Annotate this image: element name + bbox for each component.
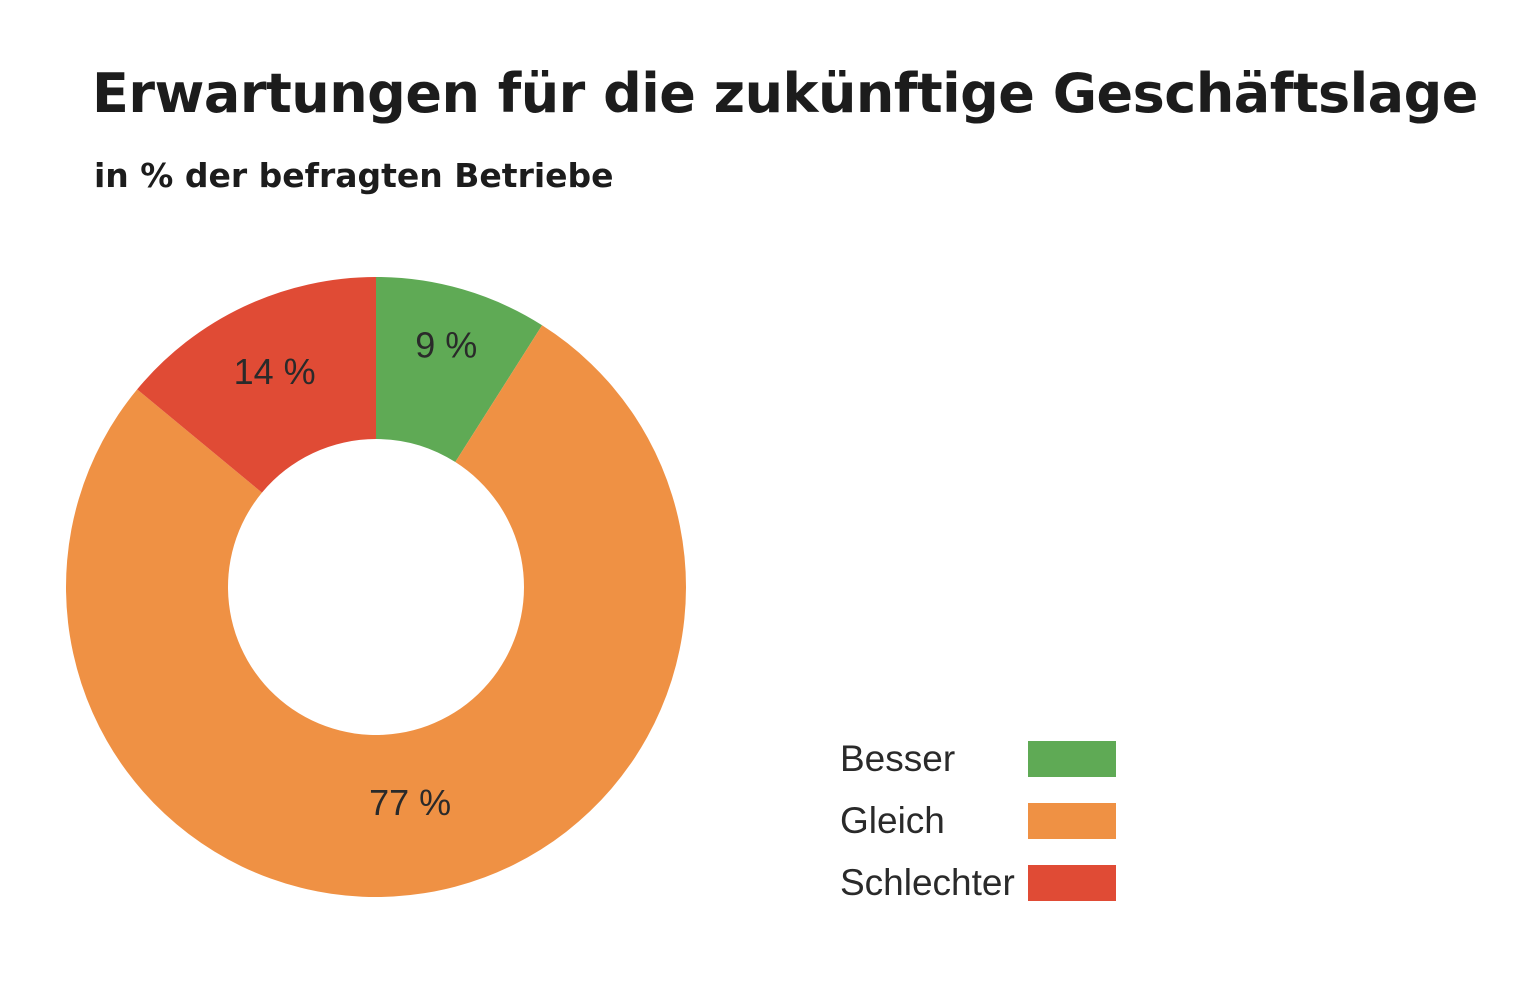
legend-label-gleich: Gleich	[840, 800, 945, 841]
legend-swatch-schlechter	[1028, 865, 1116, 901]
slice-schlechter	[137, 277, 376, 493]
legend-item-gleich: Gleich	[840, 790, 1116, 852]
legend-swatch-gleich	[1028, 803, 1116, 839]
legend-item-schlechter: Schlechter	[840, 852, 1116, 914]
slice-besser	[376, 277, 543, 463]
legend-label-schlechter: Schlechter	[840, 862, 1015, 903]
legend: Besser Gleich Schlechter	[840, 728, 1116, 914]
legend-swatch-besser	[1028, 741, 1116, 777]
chart-title: Erwartungen für die zukünftige Geschäfts…	[92, 62, 1478, 125]
slice-gleich	[66, 325, 687, 898]
label-besser: 9 %	[415, 325, 477, 366]
label-schlechter: 14 %	[234, 351, 316, 392]
chart-subtitle: in % der befragten Betriebe	[94, 156, 614, 195]
legend-label-besser: Besser	[840, 738, 956, 779]
label-gleich: 77 %	[369, 782, 451, 823]
legend-item-besser: Besser	[840, 728, 1116, 790]
